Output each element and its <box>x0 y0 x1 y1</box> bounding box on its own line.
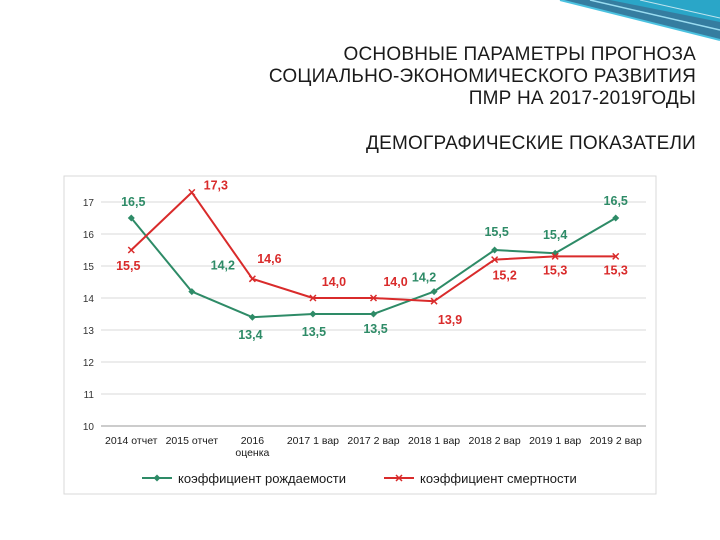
x-tick-label-line: 2015 отчет <box>166 435 219 447</box>
y-tick-label: 12 <box>83 358 95 369</box>
x-tick-label-line: 2018 2 вар <box>469 435 521 447</box>
y-tick-label: 17 <box>83 198 95 209</box>
birth-rate-point <box>491 246 499 254</box>
data-label: 15,3 <box>604 263 628 277</box>
slide-subtitle: ДЕМОГРАФИЧЕСКИЕ ПОКАЗАТЕЛИ <box>366 133 696 154</box>
slide-title: ОСНОВНЫЕ ПАРАМЕТРЫ ПРОГНОЗА СОЦИАЛЬНО-ЭК… <box>176 44 696 110</box>
birth-rate-point <box>551 249 559 257</box>
legend: коэффициент рождаемости коэффициент смерт… <box>142 471 577 486</box>
legend-marker <box>395 474 403 482</box>
data-label: 14,2 <box>211 259 235 273</box>
death-rate-point <box>188 188 196 196</box>
birth-rate-point <box>612 214 620 222</box>
data-label: 16,5 <box>121 195 145 209</box>
data-label: 15,5 <box>116 259 140 273</box>
x-tick-label: 2016 оценка <box>235 435 269 459</box>
series-line-2 <box>130 191 616 303</box>
legend-label: коэффициент рождаемости <box>178 471 346 486</box>
y-tick-label: 10 <box>83 422 95 433</box>
x-tick-label-line: 2019 2 вар <box>590 435 642 447</box>
birth-rate-point <box>309 310 317 318</box>
data-label: 13,9 <box>438 313 462 327</box>
title-line-1: ОСНОВНЫЕ ПАРАМЕТРЫ ПРОГНОЗА <box>343 44 696 65</box>
death-rate-point-stroke <box>491 256 499 264</box>
data-label: 13,5 <box>302 325 326 339</box>
death-rate-point-stroke <box>127 246 135 254</box>
data-label: 14,2 <box>412 271 436 285</box>
birth-rate-point <box>127 214 135 222</box>
data-label: 15,5 <box>484 225 508 239</box>
title-line-3: ПМР НА 2017-2019ГОДЫ <box>468 88 696 109</box>
data-label: 17,3 <box>204 178 228 192</box>
title-line-2: СОЦИАЛЬНО-ЭКОНОМИЧЕСКОГО РАЗВИТИЯ <box>268 66 696 87</box>
death-rate-point-stroke <box>188 188 196 196</box>
death-rate-point <box>612 252 620 260</box>
series-markers <box>127 188 620 321</box>
death-rate-point-stroke <box>369 294 378 302</box>
x-tick-label-line: 2016 <box>241 435 265 447</box>
death-rate-point <box>309 294 317 302</box>
x-tick-label-line: 2019 1 вар <box>529 435 581 447</box>
data-labels: 16,5 14,2 13,4 13,5 13,5 14,2 15,5 15,4 16,5 15,5… <box>116 178 628 342</box>
y-tick-label: 16 <box>83 230 95 241</box>
y-tick-label: 13 <box>83 326 95 337</box>
x-tick-label: 2018 2 вар <box>469 435 521 447</box>
legend-marker <box>153 474 161 482</box>
birth-rate-point <box>248 313 256 321</box>
x-tick-label-line: 2014 отчет <box>105 435 158 447</box>
data-label: 14,0 <box>322 275 346 289</box>
death-rate-point <box>127 246 135 254</box>
y-tick-label: 14 <box>83 294 95 305</box>
death-rate-point-stroke <box>248 275 256 283</box>
x-tick-label: 2015 отчет <box>166 435 219 447</box>
data-label: 13,4 <box>238 328 262 342</box>
data-label: 15,3 <box>543 263 567 277</box>
y-tick-labels: 10 11 12 13 14 15 16 17 <box>83 198 95 433</box>
death-rate-point <box>369 294 378 302</box>
legend-label: коэффициент смертности <box>420 471 577 486</box>
death-rate-point <box>551 252 559 260</box>
data-label: 15,4 <box>543 228 567 242</box>
death-rate-point-stroke <box>551 252 559 260</box>
x-tick-label-line: 2017 1 вар <box>287 435 339 447</box>
x-tick-label: 2014 отчет <box>105 435 158 447</box>
chart-border <box>63 175 657 495</box>
death-rate-point <box>491 256 499 264</box>
x-tick-label: 2017 1 вар <box>287 435 339 447</box>
birth-rate-point <box>188 288 196 296</box>
y-tick-label: 15 <box>83 262 95 273</box>
death-rate-point-stroke <box>612 252 620 260</box>
death-rate-point-stroke <box>430 297 438 305</box>
death-rate-point <box>430 297 438 305</box>
death-rate-point-stroke <box>309 294 317 302</box>
death-rate-point <box>248 275 256 283</box>
data-label: 16,5 <box>604 194 628 208</box>
data-label: 13,5 <box>363 322 387 336</box>
birth-rate-point <box>370 310 377 318</box>
x-tick-label: 2017 2 вар <box>347 435 399 447</box>
x-tick-labels: 2014 отчет 2015 отчет 2016 оценка 2017 1 вар… <box>105 435 642 459</box>
x-tick-label-line: 2017 2 вар <box>347 435 399 447</box>
y-tick-label: 11 <box>84 390 95 401</box>
x-tick-label-line: 2018 1 вар <box>408 435 460 447</box>
birth-rate-point <box>430 288 438 296</box>
data-label: 14,6 <box>257 252 281 266</box>
x-tick-label: 2018 1 вар <box>408 435 460 447</box>
x-tick-label-line: оценка <box>235 447 269 459</box>
x-tick-label: 2019 1 вар <box>529 435 581 447</box>
data-label: 14,0 <box>383 275 407 289</box>
data-label: 15,2 <box>492 269 516 283</box>
x-tick-label: 2019 2 вар <box>590 435 642 447</box>
